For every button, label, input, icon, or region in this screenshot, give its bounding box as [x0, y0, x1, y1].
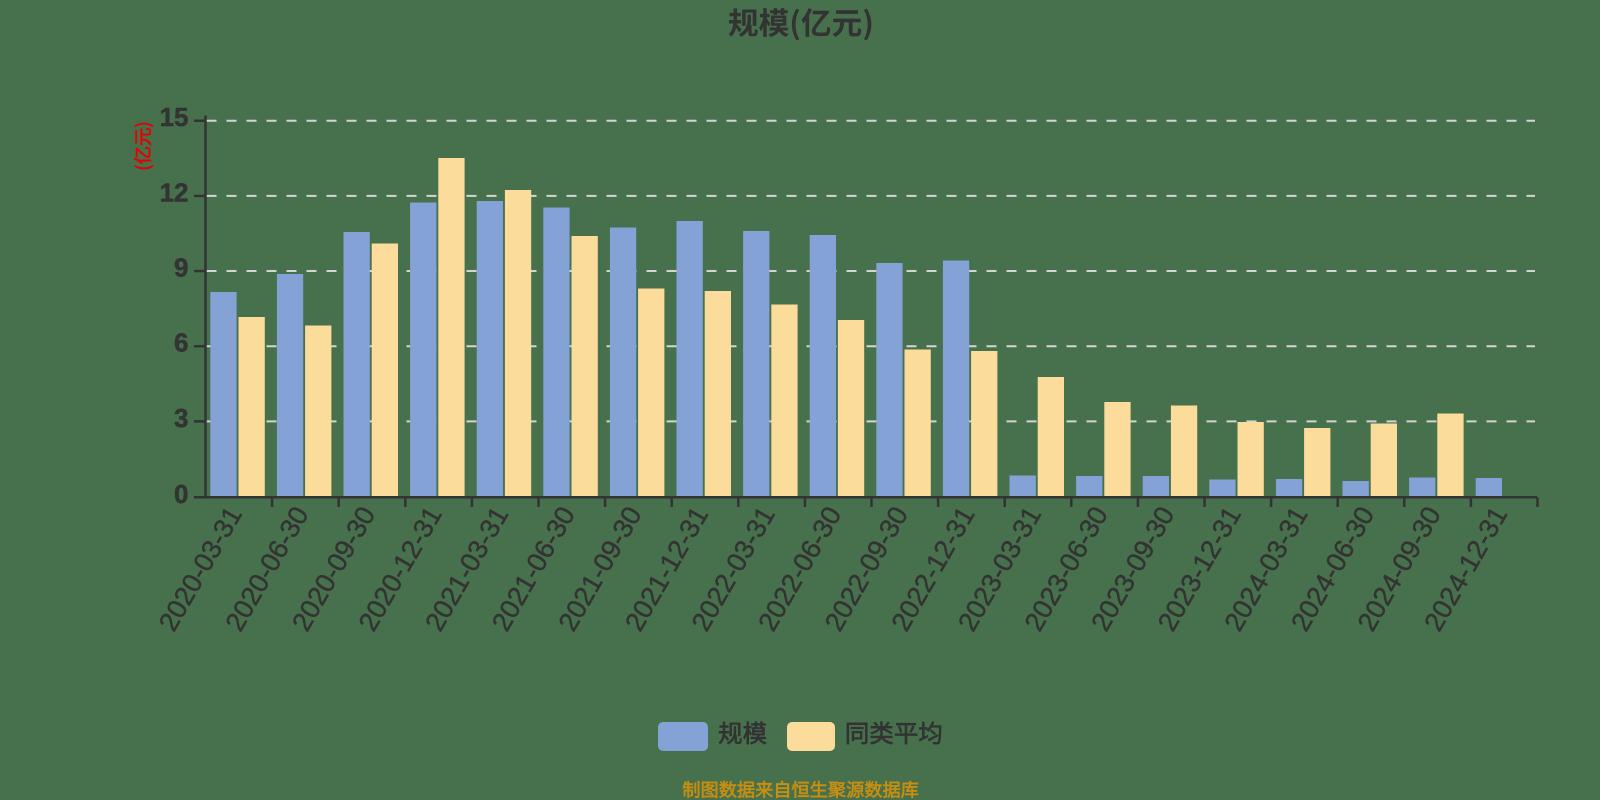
svg-text:3: 3: [174, 403, 188, 433]
svg-text:12: 12: [160, 177, 189, 207]
svg-text:6: 6: [174, 328, 188, 358]
svg-text:15: 15: [160, 102, 189, 132]
svg-text:0: 0: [174, 479, 188, 509]
svg-text:9: 9: [174, 253, 188, 283]
